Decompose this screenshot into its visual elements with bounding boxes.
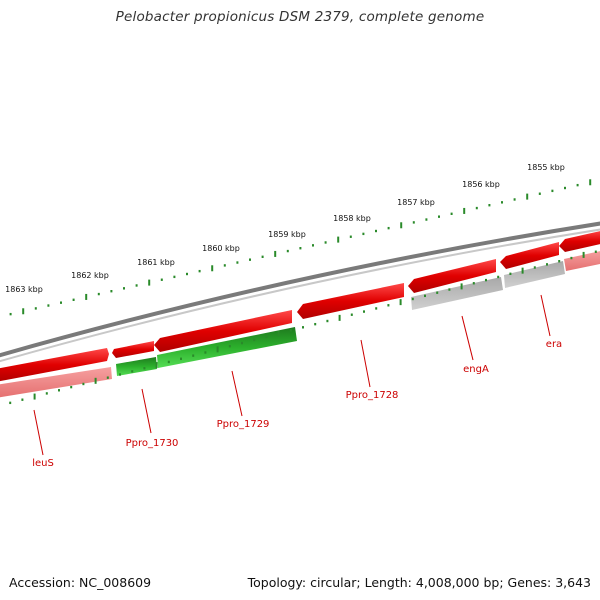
scale-tick-label: 1858 kbp xyxy=(333,214,371,223)
gene-box-reverse-gray[interactable] xyxy=(411,277,503,310)
gene-label-leader xyxy=(33,409,44,456)
genome-title: Pelobacter propionicus DSM 2379, complet… xyxy=(115,9,485,25)
scale-tick-label: 1860 kbp xyxy=(202,244,240,253)
scale-tick-label: 1856 kbp xyxy=(462,180,500,189)
accession-text: Accession: NC_008609 xyxy=(9,575,152,590)
gene-box-reverse-gray[interactable] xyxy=(504,261,565,288)
scale-tick-label: 1855 kbp xyxy=(527,163,565,172)
gene-arrow-forward[interactable] xyxy=(500,242,559,269)
gene-arrow-forward[interactable] xyxy=(154,310,292,352)
scale-tick-label: 1857 kbp xyxy=(397,198,435,207)
gene-arrow-forward[interactable] xyxy=(112,341,154,358)
genome-summary-text: Topology: circular; Length: 4,008,000 bp… xyxy=(247,575,591,590)
reverse-strand-track xyxy=(0,250,600,398)
scale-tick-label: 1861 kbp xyxy=(137,258,175,267)
gene-arrow-forward[interactable] xyxy=(297,283,404,319)
gene-label-leader xyxy=(461,315,474,361)
gene-label[interactable]: leuS xyxy=(32,458,54,469)
gene-arrow-forward[interactable] xyxy=(408,259,496,293)
gene-box-reverse-green[interactable] xyxy=(157,327,297,368)
gene-box-reverse-green[interactable] xyxy=(116,357,157,376)
gene-label-leader xyxy=(360,339,371,388)
scale-tick-label: 1859 kbp xyxy=(268,230,306,239)
gene-box-reverse-red[interactable] xyxy=(0,367,112,398)
gene-label-leader xyxy=(141,388,152,434)
gene-label[interactable]: Ppro_1730 xyxy=(126,438,179,449)
gene-label[interactable]: era xyxy=(546,339,562,350)
scale-outer-ring xyxy=(9,179,592,316)
scale-inner-ring xyxy=(9,250,597,405)
scale-tick-label: 1863 kbp xyxy=(5,285,43,294)
gene-label-leader xyxy=(540,294,551,337)
scale-tick-label: 1862 kbp xyxy=(71,271,109,280)
forward-strand-track xyxy=(0,230,600,382)
gene-box-reverse-red[interactable] xyxy=(564,250,600,271)
gene-label[interactable]: Ppro_1729 xyxy=(217,419,270,430)
gene-arrow-forward[interactable] xyxy=(559,230,600,252)
genome-backbone xyxy=(0,221,600,363)
gene-labels: leuS Ppro_1730 Ppro_1729 Ppro_1728 engA era xyxy=(32,294,562,469)
gene-label-leader xyxy=(231,370,243,417)
gene-arrow-forward[interactable] xyxy=(0,348,109,382)
scale-tick-labels: 1863 kbp 1862 kbp 1861 kbp 1860 kbp 1859 kbp… xyxy=(5,163,565,294)
gene-label[interactable]: engA xyxy=(463,364,489,375)
gene-label[interactable]: Ppro_1728 xyxy=(346,390,399,401)
